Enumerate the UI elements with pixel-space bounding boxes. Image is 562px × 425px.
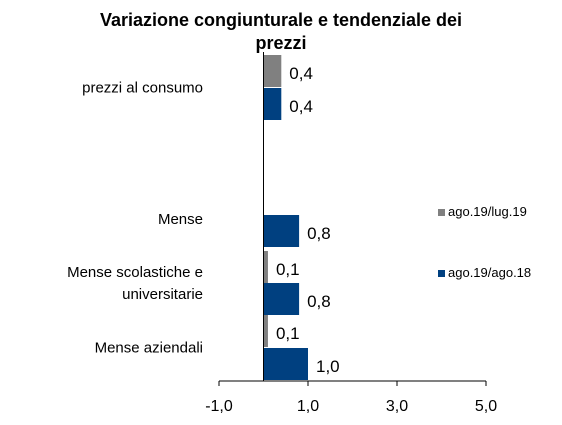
- x-tick-label-3: 3,0: [386, 398, 408, 415]
- bar-s1-c3: [263, 251, 268, 283]
- x-tick-label-1: -1,0: [205, 398, 233, 415]
- category-label-2: Mense: [158, 211, 203, 228]
- bar-s2-c2: [263, 215, 300, 247]
- chart-title-line-2: prezzi: [255, 33, 307, 53]
- legend-label-2: ago.19/ago.18: [448, 265, 531, 280]
- bar-s1-c4: [263, 315, 268, 347]
- data-label-s2-c4: 1,0: [316, 357, 340, 376]
- data-label-s2-c3: 0,8: [307, 292, 331, 311]
- data-label-s1-c1: 0,4: [289, 64, 313, 83]
- bar-s2-c4: [263, 348, 308, 380]
- legend-label-1: ago.19/lug.19: [448, 204, 527, 219]
- x-tick-label-2: 1,0: [297, 398, 319, 415]
- bar-s2-c1: [263, 88, 282, 120]
- legend-swatch-1: [438, 209, 445, 216]
- x-tick-label-4: 5,0: [475, 398, 497, 415]
- legend-swatch-2: [438, 270, 445, 277]
- data-label-s1-c4: 0,1: [276, 324, 300, 343]
- category-label-3-line-2: universitarie: [122, 286, 203, 303]
- category-label-4: Mense aziendali: [95, 340, 203, 357]
- category-label-1: prezzi al consumo: [82, 80, 203, 97]
- data-label-s2-c2: 0,8: [307, 224, 331, 243]
- data-label-s2-c1: 0,4: [289, 97, 313, 116]
- data-label-s1-c3: 0,1: [276, 260, 300, 279]
- bar-s2-c3: [263, 283, 300, 315]
- bar-s1-c1: [263, 55, 282, 87]
- category-label-3-line-1: Mense scolastiche e: [67, 264, 203, 281]
- chart-title-line-1: Variazione congiunturale e tendenziale d…: [99, 10, 463, 30]
